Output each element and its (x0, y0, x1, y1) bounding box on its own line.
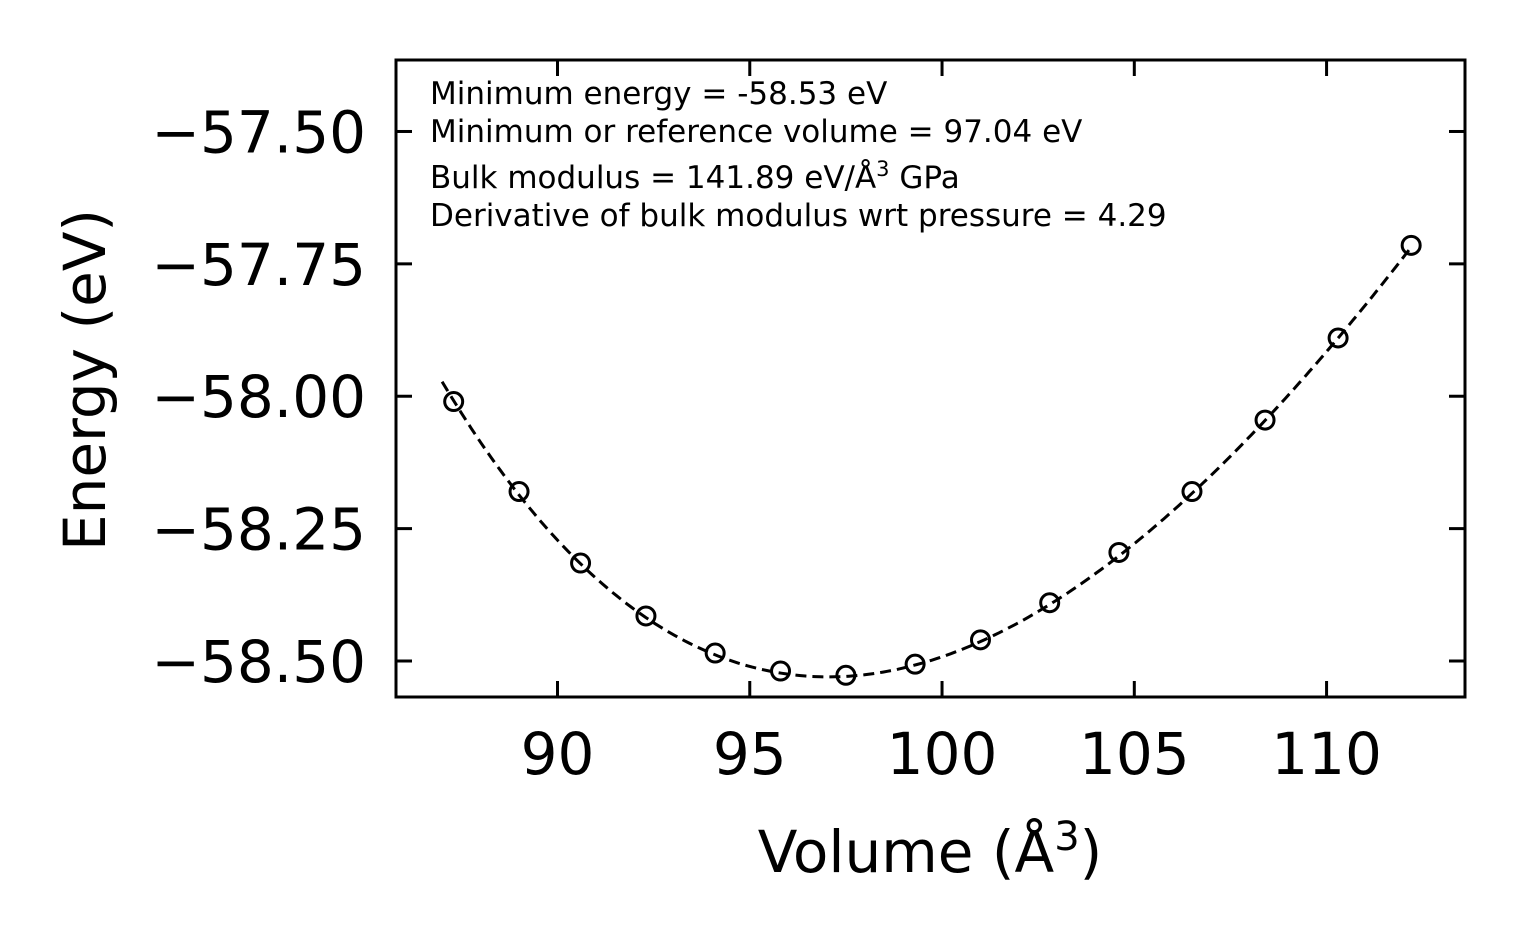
x-tick-label: 100 (887, 720, 998, 788)
x-axis-title-end: ) (1080, 818, 1103, 886)
data-point (635, 605, 657, 627)
data-point (904, 653, 926, 675)
data-point (835, 664, 857, 686)
data-point (508, 481, 530, 503)
x-tick-label: 95 (713, 720, 787, 788)
x-tick-label: 105 (1079, 720, 1190, 788)
x-axis-title: Volume (Å3) (758, 814, 1103, 886)
plot-frame (394, 58, 1467, 699)
y-tick-label: −57.50 (151, 98, 366, 166)
y-axis-title: Energy (eV) (51, 209, 119, 551)
annotation-bulk-modulus: Bulk modulus = 141.89 eV/Å3 GPa (430, 157, 960, 196)
data-point (1039, 592, 1061, 614)
data-point (969, 629, 991, 651)
annotation-bulk-derivative: Derivative of bulk modulus wrt pressure … (430, 198, 1167, 234)
fit-curve (440, 246, 1413, 679)
data-point (1108, 541, 1130, 563)
x-tick-label: 90 (521, 720, 595, 788)
x-axis-title-sup: 3 (1054, 814, 1079, 860)
x-axis-title-text: Volume (Å (758, 817, 1055, 886)
annotation-bulk-modulus-unit: GPa (890, 160, 960, 196)
annotation-bulk-modulus-sup: 3 (876, 157, 889, 181)
data-point (770, 660, 792, 682)
data-point (1181, 481, 1203, 503)
annotation-ref-volume: Minimum or reference volume = 97.04 eV (430, 114, 1082, 150)
y-tick-label: −58.50 (151, 628, 366, 696)
data-point (1254, 409, 1276, 431)
annotation-min-energy: Minimum energy = -58.53 eV (430, 76, 887, 112)
y-tick-label: −58.25 (151, 496, 366, 564)
data-point (570, 552, 592, 574)
x-tick-label: 110 (1271, 720, 1382, 788)
annotation-bulk-modulus-text: Bulk modulus = 141.89 eV/Å (430, 160, 876, 196)
data-points-layer (443, 234, 1422, 686)
ticks-layer: 90 95 100 105 110 −57.50 −57.75 −58.00 −58.25 −58… (151, 60, 1465, 788)
y-tick-label: −58.00 (151, 363, 366, 431)
data-point (1400, 234, 1422, 256)
y-tick-label: −57.75 (151, 231, 366, 299)
data-point (443, 391, 465, 413)
fit-curve-layer (440, 246, 1413, 679)
data-point (704, 642, 726, 664)
data-point (1327, 327, 1349, 349)
